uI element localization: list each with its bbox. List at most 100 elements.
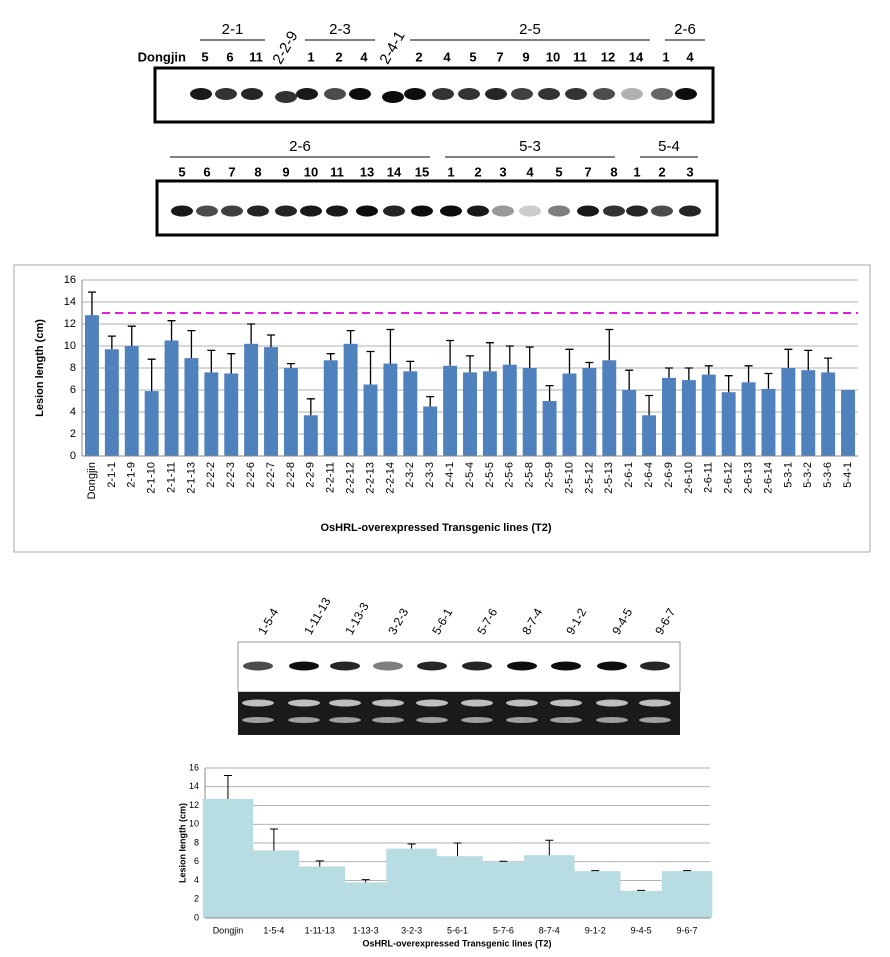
bar (184, 358, 199, 456)
error-bar (744, 365, 753, 383)
x-tick-label: 2-2-9 (305, 462, 317, 488)
error-bar (207, 349, 216, 373)
x-tick-label: 2-6-12 (723, 462, 735, 494)
lane-label: 6 (226, 49, 233, 64)
error-bar (724, 375, 733, 393)
error-bar (664, 367, 673, 378)
lane-label: 5-7-6 (474, 606, 500, 638)
error-bar (764, 372, 773, 389)
error-bar (704, 365, 713, 375)
bar (343, 343, 358, 456)
lane-label: 8 (254, 164, 261, 179)
band (593, 88, 615, 100)
band (289, 661, 319, 671)
y-tick-label: 14 (189, 781, 199, 791)
bar (821, 372, 836, 456)
y-axis-label: Lesion length (cm) (34, 319, 46, 417)
x-tick-label: 2-5-10 (563, 462, 575, 494)
group-label: 2-5 (519, 21, 541, 38)
x-tick-label: 5-3-6 (822, 462, 834, 488)
lane-label: 12 (601, 49, 615, 64)
lane-label: 9-6-7 (652, 606, 678, 638)
bar (562, 373, 577, 456)
x-tick-label: 9-1-2 (585, 925, 606, 935)
error-bar (127, 325, 136, 346)
band (330, 661, 360, 671)
error-bar (453, 842, 462, 857)
lane-label: 5 (469, 49, 476, 64)
bar (164, 340, 179, 456)
lane-label: 3-2-3 (385, 606, 411, 638)
error-bar (269, 828, 278, 851)
group-label: 2-6 (674, 21, 696, 38)
x-tick-label: 5-3-1 (782, 462, 794, 488)
bar (642, 415, 657, 456)
band (577, 205, 599, 217)
error-bar (505, 345, 514, 365)
x-tick-label: 2-2-14 (384, 462, 396, 494)
lane-label: 4 (360, 49, 368, 64)
bar (104, 349, 119, 456)
error-bar (784, 348, 793, 368)
x-tick-label: 9-4-5 (631, 925, 652, 935)
x-tick-label: 2-4-1 (444, 462, 456, 488)
band (507, 661, 537, 671)
band (548, 205, 570, 217)
bar (124, 346, 139, 456)
y-tick-label: 6 (70, 384, 76, 396)
band (461, 699, 493, 707)
y-tick-label: 16 (64, 274, 76, 286)
bar (224, 373, 239, 456)
y-tick-label: 8 (194, 837, 199, 847)
x-tick-label: 2-2-12 (345, 462, 357, 494)
lane-label: 1 (447, 164, 454, 179)
lane-label: 14 (387, 164, 402, 179)
bar (294, 866, 346, 918)
bar (582, 368, 597, 456)
band (626, 205, 648, 217)
x-tick-label: 2-5-8 (524, 462, 536, 488)
x-tick-label: 1-5-4 (263, 925, 284, 935)
band (596, 717, 628, 723)
x-tick-label: 2-1-10 (146, 462, 158, 494)
bar (781, 368, 796, 456)
bar (482, 371, 497, 456)
x-axis-label: OsHRL-overexpressed Transgenic lines (T2… (320, 522, 551, 534)
error-bar (361, 879, 370, 883)
band (349, 88, 371, 100)
band (382, 91, 404, 103)
band (519, 205, 541, 217)
y-tick-label: 10 (189, 819, 199, 829)
group-label: 2-6 (289, 138, 311, 155)
error-bar (804, 349, 813, 371)
lane-label: 4 (526, 164, 534, 179)
error-bar (223, 775, 232, 799)
lane-label: 5 (555, 164, 562, 179)
bar (202, 798, 254, 918)
bar (801, 370, 816, 456)
bar (323, 360, 338, 456)
error-bar (585, 361, 594, 368)
bar (363, 384, 378, 456)
lane-label: 9 (522, 49, 529, 64)
error-bar (366, 350, 375, 385)
lane-label: 13 (360, 164, 374, 179)
lane-label: 10 (546, 49, 560, 64)
band (416, 717, 448, 723)
error-bar (525, 346, 534, 368)
error-bar (267, 334, 276, 348)
y-tick-label: 12 (189, 800, 199, 810)
band (221, 205, 243, 217)
y-tick-label: 12 (64, 318, 76, 330)
error-bar (247, 323, 256, 344)
y-tick-label: 2 (194, 894, 199, 904)
error-bar (466, 355, 474, 373)
lane-label: 1-11-13 (301, 595, 334, 637)
error-bar (446, 339, 455, 366)
x-tick-label: 2-3-3 (424, 462, 436, 488)
group-label: 5-3 (519, 138, 541, 155)
error-bar (406, 360, 415, 372)
band (383, 205, 405, 217)
band (492, 205, 514, 217)
error-bar (107, 335, 116, 350)
